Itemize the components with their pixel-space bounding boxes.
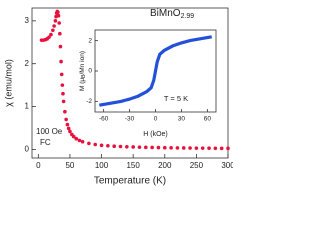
x-tick-label: 300 <box>221 161 233 170</box>
data-point <box>200 146 205 150</box>
title-main: BiMnO <box>150 8 181 19</box>
data-point <box>51 28 55 33</box>
data-point <box>56 10 60 15</box>
annotation: FC <box>40 138 51 147</box>
x-tick-label: 150 <box>126 161 140 170</box>
data-point <box>49 32 53 37</box>
data-point <box>68 129 72 134</box>
x-tick-label: 0 <box>36 161 41 170</box>
data-point <box>156 145 161 150</box>
data-line <box>99 35 212 107</box>
data-point <box>118 144 123 149</box>
data-point <box>61 91 65 96</box>
x-tick-label: 30 <box>178 116 186 123</box>
x-tick-label: 250 <box>190 161 204 170</box>
y-tick-label: 0 <box>88 68 92 75</box>
data-point <box>131 145 135 149</box>
data-point <box>77 138 82 143</box>
y-axis-label-part: /Mn ion) <box>79 51 86 74</box>
data-point <box>58 44 63 49</box>
data-point <box>87 141 91 146</box>
data-point <box>93 142 98 147</box>
data-point <box>125 144 129 149</box>
data-point <box>226 146 230 151</box>
x-tick-label: -60 <box>99 116 109 123</box>
y-tick-label: 3 <box>25 16 30 25</box>
data-point <box>63 109 67 114</box>
data-point <box>99 143 104 148</box>
data-point <box>71 134 76 139</box>
data-point <box>213 146 218 151</box>
data-point <box>162 145 167 150</box>
data-point <box>74 136 79 141</box>
y-axis-label-part: B <box>81 74 87 78</box>
data-point <box>66 126 71 131</box>
x-tick-label: 60 <box>204 116 212 123</box>
data-point <box>144 145 148 150</box>
data-point <box>64 117 68 122</box>
data-point <box>47 35 51 39</box>
x-tick-label: -30 <box>125 116 135 123</box>
y-tick-label: 2 <box>25 59 30 68</box>
data-point <box>56 13 61 18</box>
y-tick-label: 2 <box>88 37 92 44</box>
x-axis-label: H (kOe) <box>143 131 168 138</box>
data-point <box>188 146 192 150</box>
y-axis-label-part: M (μ <box>79 78 86 91</box>
data-point <box>59 72 64 77</box>
y-axis-label: χ (emu/mol) <box>3 59 13 107</box>
data-point <box>58 31 62 36</box>
data-point <box>219 146 224 151</box>
data-point <box>52 24 56 28</box>
data-point <box>207 146 211 151</box>
data-point <box>112 144 116 149</box>
data-point <box>57 21 61 25</box>
data-point <box>175 146 180 150</box>
data-point <box>194 146 199 150</box>
y-tick-label: 0 <box>25 145 30 154</box>
data-point <box>181 146 186 150</box>
data-point <box>137 145 142 149</box>
x-tick-label: 100 <box>95 161 109 170</box>
data-point <box>106 143 110 148</box>
x-tick-label: 0 <box>154 116 158 123</box>
y-tick-label: -2 <box>86 98 92 105</box>
annotation: T = 5 K <box>164 94 188 103</box>
data-point <box>65 122 70 127</box>
data-point <box>53 19 58 23</box>
x-axis-label: Temperature (K) <box>94 176 166 187</box>
chart-title: BiMnO2.99 <box>150 8 194 20</box>
y-axis-label: M (μB/Mn ion) <box>79 51 88 91</box>
x-tick-label: 50 <box>65 161 74 170</box>
title-subscript: 2.99 <box>181 13 195 20</box>
data-point <box>150 145 154 150</box>
data-point <box>59 59 63 64</box>
data-point <box>80 139 85 144</box>
annotation: 100 Oe <box>36 127 63 136</box>
data-point <box>61 99 66 104</box>
y-tick-label: 1 <box>25 102 30 111</box>
data-point <box>169 146 173 150</box>
x-tick-label: 200 <box>158 161 172 170</box>
data-point <box>60 83 65 87</box>
